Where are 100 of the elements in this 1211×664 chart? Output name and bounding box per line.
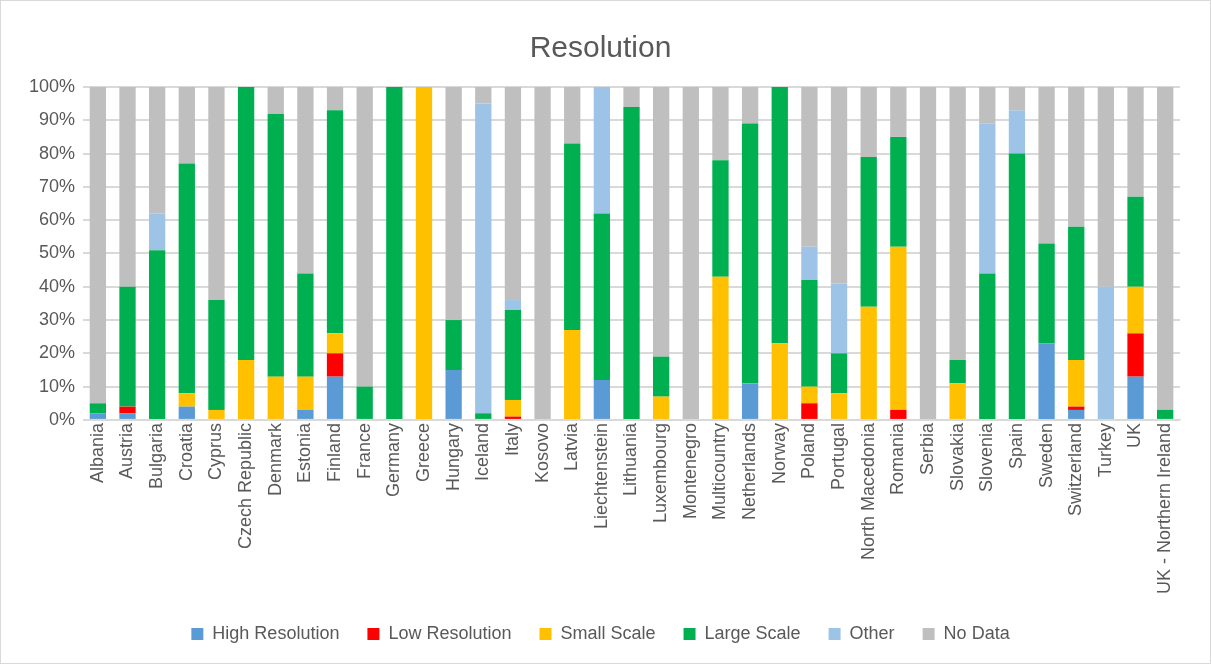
bar [979,273,996,419]
bar [682,87,699,419]
bar [979,87,996,124]
x-tick-label: Bulgaria [146,421,167,489]
bar [801,403,818,419]
bar [712,276,729,419]
bar [415,87,433,419]
bar [890,87,907,137]
x-tick-label: Hungary [442,422,463,491]
bar [178,163,195,394]
x-tick-label: Slovakia [946,421,967,491]
bar [830,283,848,354]
bar [564,87,581,144]
bar [860,156,877,307]
bar [208,87,225,301]
x-tick-label: Slovenia [976,421,997,492]
bar [297,376,314,410]
bar [119,87,136,287]
x-tick-label: Greece [412,422,433,482]
bar [653,87,670,357]
bar [623,106,640,419]
x-tick-label: Italy [501,422,522,456]
bar [1008,110,1026,154]
bar [890,136,907,247]
bar [593,379,611,419]
bar [149,250,166,419]
x-tick-label: Estonia [294,421,315,483]
bar [1127,376,1144,419]
bar [504,300,522,311]
bar [445,369,462,419]
x-tick-label: Czech Republic [235,422,256,549]
bar [860,306,877,419]
bar [208,300,225,410]
bar [741,383,759,419]
y-tick-label: 100% [28,75,76,96]
y-tick-label: 80% [39,142,76,163]
x-tick-label: Germany [383,422,404,497]
chart-title: Resolution [529,30,672,64]
x-tick-label: Iceland [472,422,493,481]
x-tick-label: North Macedonia [857,421,878,561]
bar [1008,87,1026,111]
x-tick-label: Norway [768,422,789,484]
bar [149,213,166,251]
bar [830,353,848,394]
bar [178,87,195,164]
x-tick-label: Luxembourg [650,422,671,524]
bar [1068,87,1085,227]
bar [890,409,907,419]
bar [297,87,314,274]
bar [1068,409,1085,419]
x-tick-label: Netherlands [739,422,760,520]
bar [623,87,640,107]
bar [267,87,284,114]
bar [564,143,581,331]
x-tick-label: Sweden [1035,422,1056,488]
bar [504,399,522,417]
bar [830,393,848,419]
x-tick-label: Albania [86,421,107,483]
x-tick-label: UK [1124,422,1145,448]
bar [326,333,344,354]
bar [1038,343,1055,419]
bar [178,406,195,419]
bar [564,330,581,419]
bar [475,103,492,414]
y-tick-label: 10% [39,375,76,396]
bar [504,87,522,301]
bar [475,87,492,104]
x-tick-label: Poland [798,422,819,479]
bar [119,286,136,407]
bar [237,87,255,360]
bar [949,360,966,384]
bar [801,280,818,387]
bar [89,403,107,414]
bar [267,113,284,377]
y-tick-label: 20% [39,342,76,363]
bar [801,246,818,281]
x-tick-label: Liechtenstein [590,422,611,530]
x-tick-label: Spain [1005,422,1026,469]
bar [860,87,877,157]
x-tick-label: UK - Northern Ireland [1154,422,1175,595]
y-tick-label: 50% [39,242,76,263]
bar [1157,409,1174,419]
bar [1127,333,1144,377]
bar [149,87,166,214]
bar [1038,87,1055,244]
x-tick-label: Denmark [264,421,285,496]
bar [1127,196,1144,287]
bar [475,413,492,419]
bar [297,273,314,377]
bar [830,87,848,284]
x-tick-label: France [353,422,374,479]
bar [267,376,284,419]
bar [356,386,373,419]
x-tick-label: Turkey [1094,422,1115,478]
y-tick-label: 30% [39,309,76,330]
x-tick-label: Lithuania [620,421,641,497]
bar [237,360,255,419]
legend-label: Low Resolution [388,622,512,643]
x-tick-label: Latvia [561,421,582,471]
bar [326,87,344,111]
